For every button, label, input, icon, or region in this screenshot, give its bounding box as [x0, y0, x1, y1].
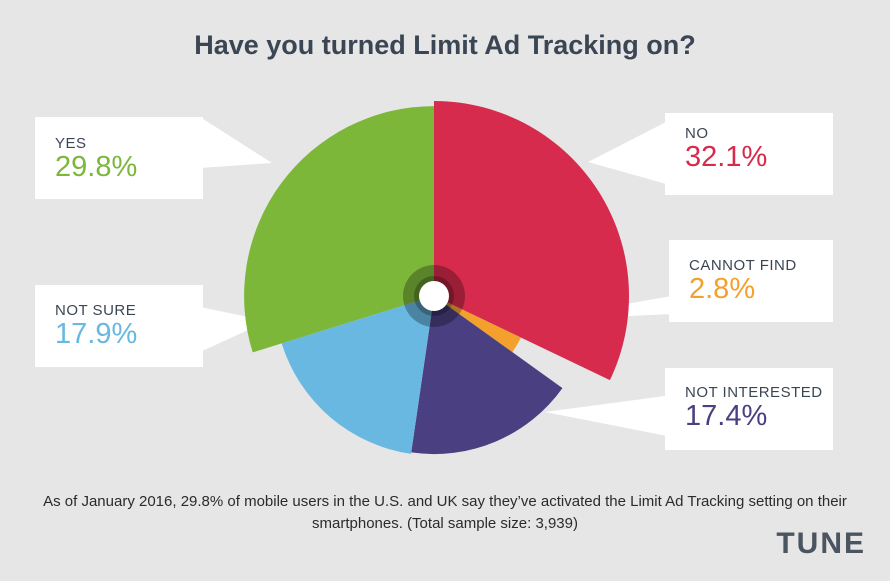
- callout-pointer-no: [588, 120, 670, 185]
- slice-label-cannot-find: CANNOT FIND: [689, 257, 797, 274]
- slice-value-not-interested: 17.4%: [685, 400, 768, 432]
- slice-label-not-interested: NOT INTERESTED: [685, 384, 823, 401]
- slice-label-no: NO: [685, 125, 709, 142]
- label-box-yes: YES 29.8%: [35, 117, 203, 199]
- callout-pointer-not-interested: [545, 395, 672, 437]
- pie-slice-no: [434, 101, 629, 381]
- pie-slice-not-sure: [281, 296, 434, 454]
- slice-label-yes: YES: [55, 135, 87, 152]
- label-box-not-interested: NOT INTERESTED 17.4%: [665, 368, 833, 450]
- slice-value-no: 32.1%: [685, 141, 768, 173]
- label-box-cannot-find: CANNOT FIND 2.8%: [669, 240, 833, 322]
- slice-value-cannot-find: 2.8%: [689, 273, 756, 305]
- hub-center: [419, 281, 449, 311]
- pie-slice-yes: [244, 106, 434, 353]
- tune-logo: TUNE: [776, 527, 866, 560]
- chart-title: Have you turned Limit Ad Tracking on?: [194, 30, 696, 60]
- chart-caption: As of January 2016, 29.8% of mobile user…: [43, 493, 847, 532]
- callout-pointer-yes: [200, 117, 272, 168]
- pie-slice-cannot-find: [434, 296, 521, 353]
- slice-label-not-sure: NOT SURE: [55, 302, 137, 319]
- slice-value-yes: 29.8%: [55, 151, 138, 183]
- slice-value-not-sure: 17.9%: [55, 318, 138, 350]
- label-box-not-sure: NOT SURE 17.9%: [35, 285, 203, 367]
- label-box-no: NO 32.1%: [665, 113, 833, 195]
- pie-slice-not-interested: [411, 296, 563, 455]
